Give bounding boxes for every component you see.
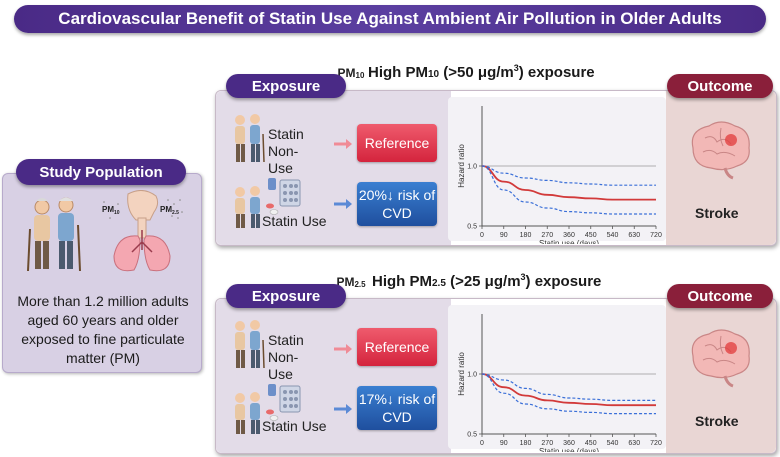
chart0-series-lower-ci <box>481 165 656 215</box>
lungs-illustration: PM10 PM2.5 <box>102 190 183 272</box>
chart0-xtick-label-7: 630 <box>628 232 640 239</box>
elderly-couple-illustration <box>27 197 81 272</box>
panel1-brain-icon <box>691 121 750 180</box>
panel2-brain-icon <box>691 329 750 388</box>
chart1-series-estimate <box>481 373 656 407</box>
chart1-xtick-label-8: 720 <box>650 440 662 447</box>
panel1-nonuse-arrow-icon <box>334 139 352 149</box>
chart0-xtick-label-4: 360 <box>563 232 575 239</box>
panel2-heading-sup: 3 <box>520 272 526 282</box>
panel1-statin-couple-icon <box>235 178 301 228</box>
panel1-outcome-label: Outcome <box>667 74 773 98</box>
panel1-chart-area <box>448 97 666 241</box>
panel1-risk-line1: 20%↓ risk of <box>358 187 436 203</box>
chart1-xtick-label-2: 180 <box>520 440 532 447</box>
panel1-heading: High PM10 (>50 μg/m3) exposure <box>368 63 595 81</box>
panel2-use-arrow-icon <box>334 404 352 414</box>
panel2-outcome-label: Outcome <box>667 284 773 308</box>
panel2-chart-area <box>448 305 666 449</box>
panel1-use-arrow-icon <box>334 199 352 209</box>
panel2-nonuse-couple-icon <box>235 320 265 369</box>
pm25-badge-sub: 2.5 <box>354 280 366 289</box>
chart0-ylabel: Hazard ratio <box>457 144 466 188</box>
panel2-heading-sub: 2.5 <box>432 278 446 289</box>
chart0-xtick-label-3: 270 <box>541 232 553 239</box>
pm10-badge-sub: 10 <box>355 71 365 80</box>
panel2-heading-end: ) exposure <box>525 273 602 290</box>
panel1-nonuse-couple-icon <box>235 114 265 163</box>
chart0-xtick-label-1: 90 <box>500 232 508 239</box>
panel1-outcome-stroke: Stroke <box>695 205 739 221</box>
panel1-heading-post: (>50 μg/m <box>439 64 514 81</box>
panel1-heading-sub: 10 <box>428 69 440 80</box>
chart1-xtick-label-4: 360 <box>563 440 575 447</box>
chart1-series-upper-ci <box>481 373 656 401</box>
panel2-hazard-chart: 0 90 180 270 360 450 540 630 720 0.5 1.0 Statin use… <box>457 314 662 452</box>
svg-text:PM10: PM10 <box>102 205 120 216</box>
chart0-xtick-label-8: 720 <box>650 232 662 239</box>
chart1-ytick-label-1: 1.0 <box>467 372 477 379</box>
panel2-risk-box: 17%↓ risk of CVD <box>357 386 437 430</box>
panel1-hazard-chart: 0 90 180 270 360 450 540 630 720 0.5 1.0 Statin use… <box>457 106 662 244</box>
chart1-ylabel: Hazard ratio <box>457 352 466 396</box>
chart0-series-upper-ci <box>481 165 656 186</box>
study-population-label: Study Population <box>16 159 186 185</box>
chart0-ytick-label-0: 0.5 <box>467 224 477 231</box>
pm25-icon-label: PM <box>160 205 172 214</box>
chart0-xtick-label-5: 450 <box>585 232 597 239</box>
panel2-nonuse-arrow-icon <box>334 344 352 354</box>
chart0-xtick-label-0: 0 <box>480 232 484 239</box>
pm10-icon-sub: 10 <box>114 210 120 216</box>
chart1-xtick-label-0: 0 <box>480 440 484 447</box>
chart1-xtick-label-7: 630 <box>628 440 640 447</box>
panel2-risk-line2: CVD <box>382 409 412 425</box>
panel1-risk-box: 20%↓ risk of CVD <box>357 182 437 226</box>
chart0-xtick-label-6: 540 <box>607 232 619 239</box>
study-population-description: More than 1.2 million adults aged 60 yea… <box>17 293 189 366</box>
panel1-reference-box: Reference <box>357 124 437 162</box>
panel-pm10 <box>215 90 777 246</box>
panel1-heading-sup: 3 <box>513 63 519 73</box>
panel1-heading-end: ) exposure <box>518 64 595 81</box>
panel1-heading-pre: High PM <box>368 64 428 81</box>
panel1-risk-line2: CVD <box>382 205 412 221</box>
chart0-ytick-label-1: 1.0 <box>467 164 477 171</box>
panel2-risk-line1: 17%↓ risk of <box>358 391 436 407</box>
panel1-statin-use-label: Statin Use <box>262 213 327 229</box>
panel2-nonuse-label: Statin Non-Use <box>268 332 304 382</box>
panel2-heading: High PM2.5 (>25 μg/m3) exposure <box>372 272 601 290</box>
page-title: Cardiovascular Benefit of Statin Use Aga… <box>58 9 722 28</box>
chart1-xtick-label-3: 270 <box>541 440 553 447</box>
svg-text:PM2.5: PM2.5 <box>160 205 179 216</box>
pm25-icon-sub: 2.5 <box>172 210 179 216</box>
chart0-xlabel: Statin use (days) <box>539 239 599 244</box>
chart1-xtick-label-1: 90 <box>500 440 508 447</box>
panel2-statin-use-label: Statin Use <box>262 418 327 434</box>
panel2-reference-box: Reference <box>357 328 437 366</box>
panel2-exposure-label: Exposure <box>226 284 346 308</box>
panel2-heading-pre: High PM <box>372 273 432 290</box>
panel-pm25 <box>215 298 777 454</box>
panel1-nonuse-label: Statin Non-Use <box>268 126 304 176</box>
panel1-exposure-label: Exposure <box>226 74 346 98</box>
chart1-ytick-label-0: 0.5 <box>467 432 477 439</box>
panel2-outcome-stroke: Stroke <box>695 413 739 429</box>
title-banner: Cardiovascular Benefit of Statin Use Aga… <box>14 5 766 33</box>
panel2-heading-post: (>25 μg/m <box>445 273 521 290</box>
chart0-series-estimate <box>481 165 656 201</box>
panel2-statin-couple-icon <box>235 384 301 434</box>
chart1-xtick-label-6: 540 <box>607 440 619 447</box>
chart1-xtick-label-5: 450 <box>585 440 597 447</box>
chart1-xlabel: Statin use (days) <box>539 447 599 452</box>
pm10-icon-label: PM <box>102 205 114 214</box>
chart0-xtick-label-2: 180 <box>520 232 532 239</box>
